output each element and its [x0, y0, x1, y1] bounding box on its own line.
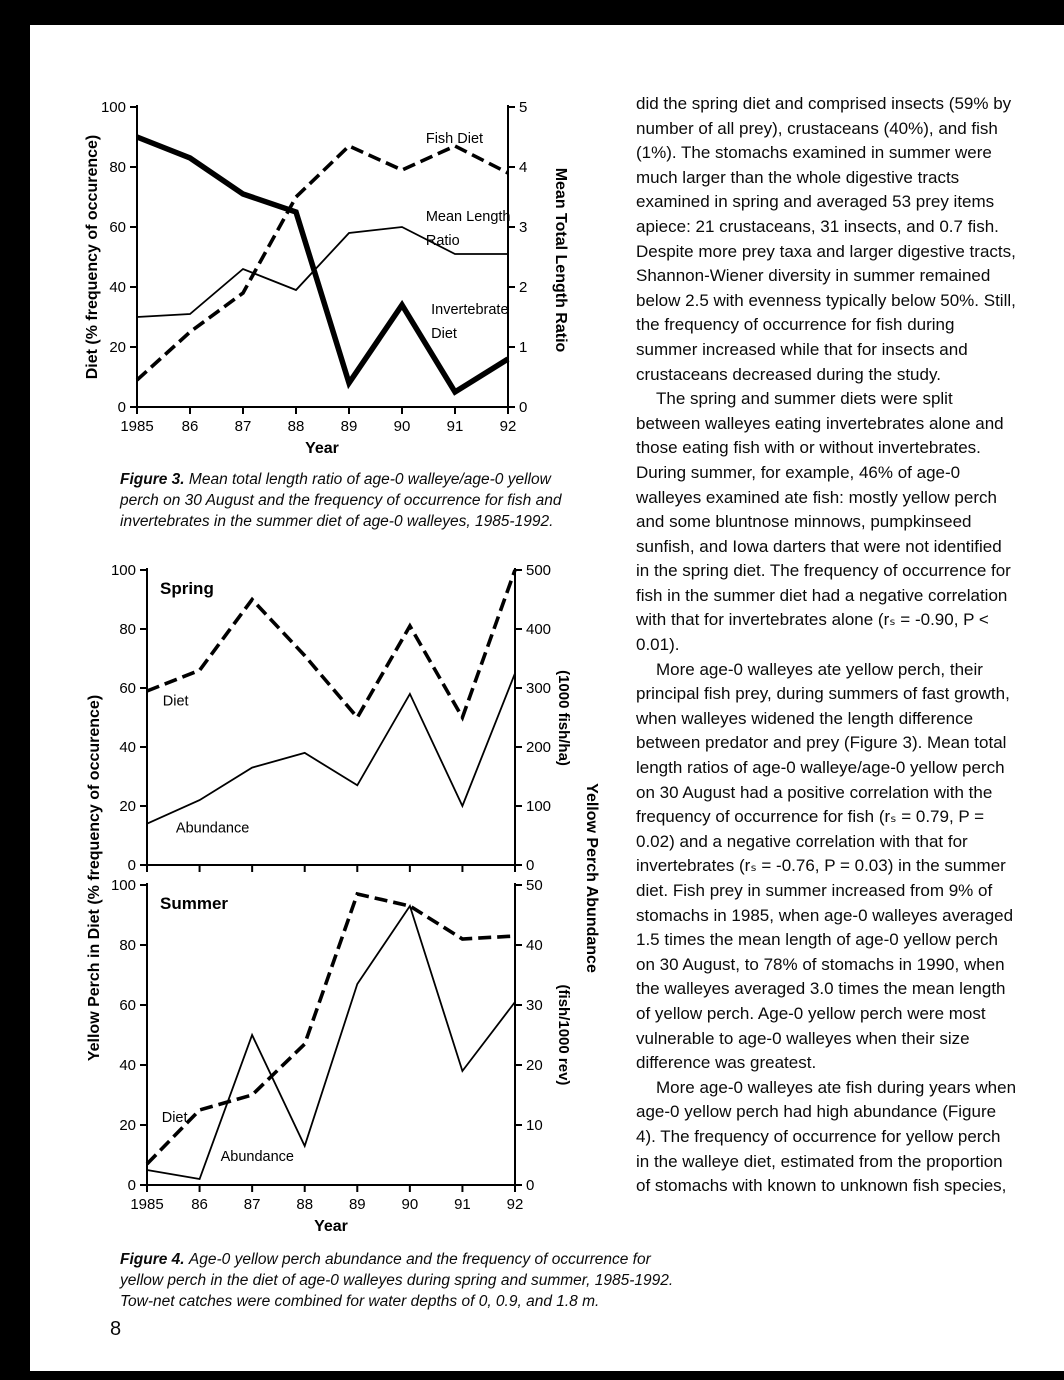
x-tick-label: 88	[288, 418, 305, 435]
series-diet	[145, 891, 516, 1166]
series-label: Diet	[163, 694, 189, 710]
figure4-caption: Figure 4. Age-0 yellow perch abundance a…	[120, 1250, 685, 1312]
x-tick-label: 92	[500, 418, 517, 435]
y-tick-label: 1	[519, 339, 527, 356]
y-tick-label: 60	[119, 680, 136, 697]
panel-title: Spring	[160, 579, 214, 598]
page-number: 8	[110, 1318, 122, 1340]
x-tick-label: 86	[182, 418, 199, 435]
y-tick-label: 80	[119, 937, 136, 954]
y-axis-label: Yellow Perch Abundance	[583, 783, 600, 973]
y-tick-label: 100	[101, 99, 126, 116]
article-text-column: did the spring diet and comprised insect…	[636, 92, 1018, 1199]
series-label: Diet	[162, 1110, 188, 1126]
x-tick-label: 88	[296, 1196, 313, 1213]
y-tick-label: 100	[111, 562, 136, 579]
x-tick-label: 90	[394, 418, 411, 435]
series-invertebrate-diet	[135, 134, 510, 396]
y-tick-label: 0	[526, 1177, 534, 1194]
y-tick-label: 40	[119, 739, 136, 756]
x-tick-label: 90	[402, 1196, 419, 1213]
y-tick-label: 40	[526, 937, 543, 954]
y-tick-label: 400	[526, 621, 551, 638]
y-tick-label: 3	[519, 219, 527, 236]
y-tick-label: 20	[119, 798, 136, 815]
figure3-caption-text: Mean total length ratio of age-0 walleye…	[120, 471, 562, 530]
series-label: Mean Length	[426, 209, 511, 225]
figure4-chart: 0204060801000100200300400500DietAbundanc…	[86, 562, 600, 1235]
paragraph: More age-0 walleyes ate fish during year…	[636, 1077, 1017, 1196]
y-tick-label: 0	[128, 857, 136, 874]
paragraph: did the spring diet and comprised insect…	[636, 94, 1016, 384]
y-tick-label: 2	[519, 279, 527, 296]
y-axis-label: (fish/1000 rev)	[555, 985, 572, 1086]
y-tick-label: 0	[118, 399, 126, 416]
series-mean-length-ratio	[136, 226, 508, 318]
x-tick-label: 89	[341, 418, 358, 435]
y-axis-label: Diet (% frequency of occurence)	[84, 135, 101, 380]
y-tick-label: 50	[526, 877, 543, 894]
series-abundance	[146, 672, 516, 825]
y-tick-label: 200	[526, 739, 551, 756]
y-tick-label: 5	[519, 99, 527, 116]
figure4-caption-label: Figure 4.	[120, 1251, 185, 1268]
x-tick-label: 87	[235, 418, 252, 435]
y-tick-label: 0	[526, 857, 534, 874]
series-label: Fish Diet	[426, 131, 483, 147]
scan-edge-bottom	[0, 1371, 1064, 1380]
y-tick-label: 20	[109, 339, 126, 356]
series-label: Ratio	[426, 233, 460, 249]
figure3-caption: Figure 3. Mean total length ratio of age…	[120, 470, 575, 532]
series-fish-diet	[135, 143, 509, 382]
series-label: Diet	[431, 326, 457, 342]
y-tick-label: 100	[526, 798, 551, 815]
y-tick-label: 40	[109, 279, 126, 296]
figure3-chart: 0 20 40 60 80 100 0 1 2 3 4 5 1985 86 87 88 89 90 91 92 Fish…	[84, 99, 569, 457]
y-tick-label: 4	[519, 159, 527, 176]
series-diet	[146, 569, 517, 722]
y-tick-label: 80	[109, 159, 126, 176]
x-tick-label: 1985	[130, 1196, 163, 1213]
x-tick-label: 92	[507, 1196, 524, 1213]
y-tick-label: 80	[119, 621, 136, 638]
x-tick-label: 1985	[120, 418, 153, 435]
y-tick-label: 300	[526, 680, 551, 697]
x-tick-label: 87	[244, 1196, 261, 1213]
x-axis-label: Year	[314, 1218, 348, 1235]
x-tick-label: 91	[447, 418, 464, 435]
y-tick-label: 0	[519, 399, 527, 416]
paragraph: More age-0 walleyes ate yellow perch, th…	[636, 659, 1014, 1073]
y-tick-label: 20	[526, 1057, 543, 1074]
scan-edge-top	[0, 0, 1064, 25]
x-tick-label: 86	[191, 1196, 208, 1213]
series-label: Abundance	[221, 1149, 294, 1165]
scan-edge-left	[0, 0, 30, 1380]
y-axis-label: Mean Total Length Ratio	[552, 168, 569, 353]
x-tick-label: 91	[454, 1196, 471, 1213]
paragraph: The spring and summer diets were split b…	[636, 389, 1011, 655]
panel-title: Summer	[160, 894, 228, 913]
y-tick-label: 30	[526, 997, 543, 1014]
y-tick-label: 0	[128, 1177, 136, 1194]
x-tick-label: 89	[349, 1196, 366, 1213]
y-axis-label: Yellow Perch in Diet (% frequency of occ…	[86, 695, 103, 1061]
series-label: Invertebrate	[431, 302, 508, 318]
y-tick-label: 20	[119, 1117, 136, 1134]
y-axis-label: (1000 fish/ha)	[555, 670, 572, 766]
figure3-caption-label: Figure 3.	[120, 471, 185, 488]
y-tick-label: 40	[119, 1057, 136, 1074]
y-tick-label: 500	[526, 562, 551, 579]
y-tick-label: 60	[109, 219, 126, 236]
y-tick-label: 100	[111, 877, 136, 894]
figure4-caption-text: Age-0 yellow perch abundance and the fre…	[120, 1251, 674, 1310]
series-label: Abundance	[176, 821, 249, 837]
y-tick-label: 10	[526, 1117, 543, 1134]
y-tick-label: 60	[119, 997, 136, 1014]
series-abundance	[146, 903, 516, 1181]
x-axis-label: Year	[305, 440, 339, 457]
